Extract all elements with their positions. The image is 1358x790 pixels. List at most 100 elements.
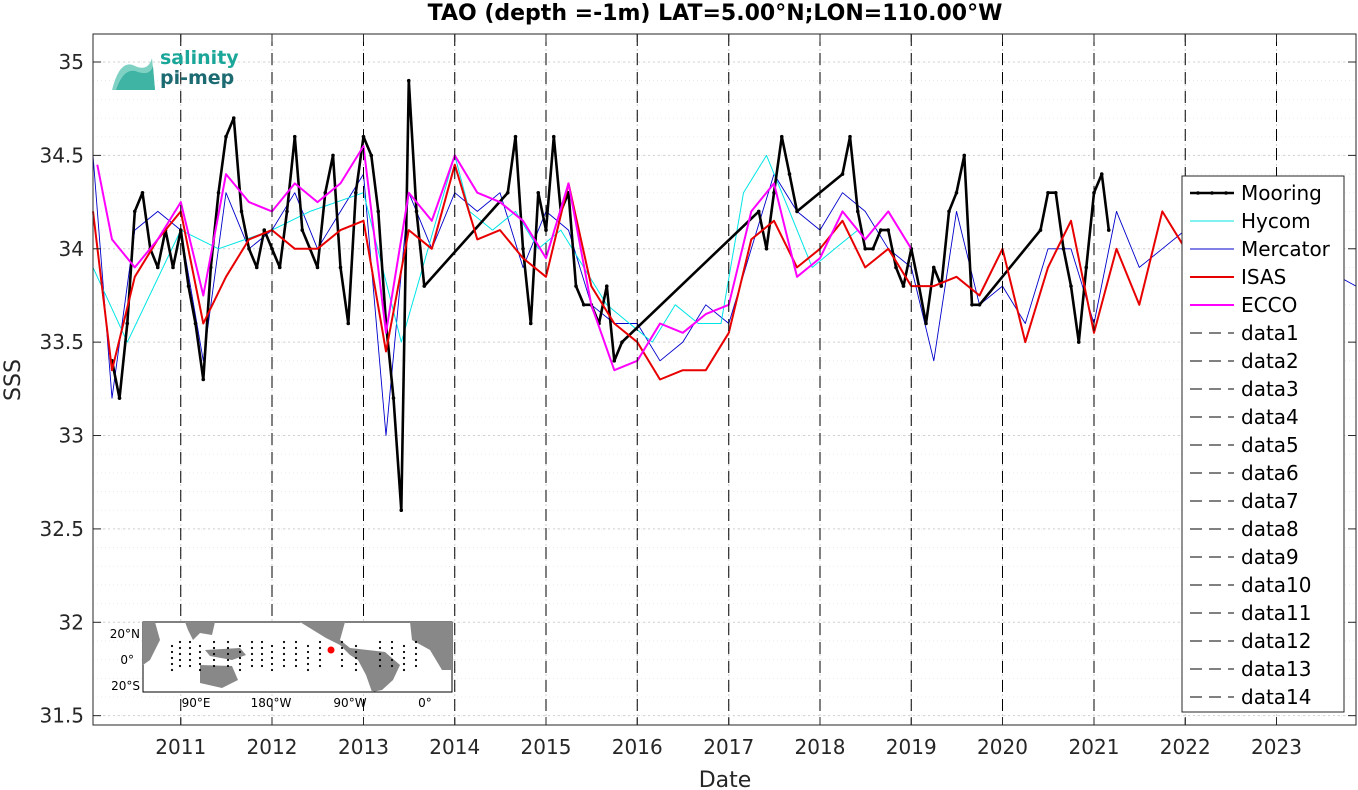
mooring-dot [198,662,202,666]
mooring-dot [378,664,382,668]
mooring-point [954,190,959,195]
inset-lat-label-2: 0° [120,653,134,667]
mooring-point [848,134,852,139]
mooring-dot [270,644,274,648]
y-tick-label: 32.5 [39,517,84,541]
y-tick-label: 33 [59,424,84,448]
mooring-point [604,284,609,288]
mooring-point [840,172,845,176]
x-tick-label: 2019 [886,735,937,759]
x-tick-label: 2015 [521,735,572,759]
mooring-point [422,284,427,288]
mooring-point [224,134,228,139]
mooring-dot [170,644,174,648]
x-tick-label: 2016 [612,735,663,759]
mooring-point [285,209,289,214]
mooring-dot [198,650,202,654]
series-layer [92,78,1357,513]
mooring-dot [402,662,406,666]
mooring-dot [390,664,394,668]
mooring-point [878,228,883,232]
mooring-point [117,396,122,400]
mooring-point [756,209,761,214]
plot-frame [92,33,1357,726]
inset-lon-label-1: 90°E [182,696,211,710]
legend-entry-label: data10 [1241,573,1312,597]
y-tick-label: 32 [59,610,84,634]
inset-land-americas [300,622,400,692]
inset-land-africa-east [410,622,452,670]
legend-entry-label: data8 [1241,517,1299,541]
legend-entry-label: ISAS [1241,265,1286,289]
mooring-dot [282,646,286,650]
mooring-dot [294,664,298,668]
mooring-point [939,284,944,288]
mooring-dot [212,646,216,650]
mooring-dot [226,658,230,662]
mooring-point [201,377,206,382]
mooring-dot [340,664,344,668]
mooring-dot [294,646,298,650]
mooring-dot [414,652,418,656]
mooring-dot [378,652,382,656]
mooring-dot [170,668,174,672]
mooring-point [886,228,891,232]
legend-swatch-dot [1196,191,1200,195]
mooring-point [292,134,297,139]
mooring-dot [282,658,286,662]
mooring-dot [402,656,406,660]
major-grid [93,34,1356,725]
mooring-dot [226,664,230,668]
mooring-dot [270,650,274,654]
legend-entry-label: Hycom [1241,209,1311,233]
mooring-dot [188,664,192,668]
mooring-point [795,209,799,214]
mooring-point [574,284,578,288]
mooring-point [871,246,875,251]
legend: Mooring Hycom Mercator ISAS ECCO data1 data2 da… [1181,175,1345,713]
series-line-ecco [96,145,913,372]
mooring-dot [238,656,242,660]
mooring-dot [238,644,242,648]
mooring-dot [212,640,216,644]
chart-title: TAO (depth =-1m) LAT=5.00°N;LON=110.00°W [428,1,1003,26]
mooring-dot [306,644,310,648]
mooring-dot [226,640,230,644]
mooring-dot [414,664,418,668]
inset-map: 20°N 0° 20°S 90°E 180°W 90°W 0° [110,621,453,710]
mooring-dot [198,668,202,672]
mooring-point [947,209,951,214]
legend-entry-label: data7 [1241,489,1299,513]
mooring-point [277,265,282,270]
mooring-point [247,246,251,251]
mooring-dot [212,664,216,668]
mooring-dot [188,652,192,656]
mooring-dot [390,646,394,650]
mooring-dot [238,668,242,672]
mooring-dot [390,640,394,644]
mooring-dot [340,640,344,644]
mooring-point [764,246,769,251]
legend-entry-label: Mooring [1241,181,1322,205]
x-axis-ticks: 2011 2012 2013 2014 2015 2016 2017 2018 2019 2020… [155,34,1302,759]
mooring-point [1053,190,1058,195]
mooring-dot [238,650,242,654]
x-axis-label: Date [699,768,752,790]
x-tick-label: 2013 [338,735,389,759]
inset-land-asia [185,622,246,688]
mooring-dot [282,664,286,668]
mooring-dot [318,646,322,650]
x-tick-label: 2023 [1251,735,1302,759]
x-tick-label: 2011 [155,735,206,759]
legend-swatch-dot [1224,191,1228,195]
mooring-point [924,321,928,326]
x-tick-label: 2018 [795,735,846,759]
x-tick-label: 2017 [703,735,754,759]
mooring-dot [354,662,358,666]
mooring-point [1038,228,1043,232]
mooring-dot [178,640,182,644]
mooring-point [863,246,868,251]
mooring-dot [414,658,418,662]
mooring-dot [354,656,358,660]
mooring-dot [294,652,298,656]
